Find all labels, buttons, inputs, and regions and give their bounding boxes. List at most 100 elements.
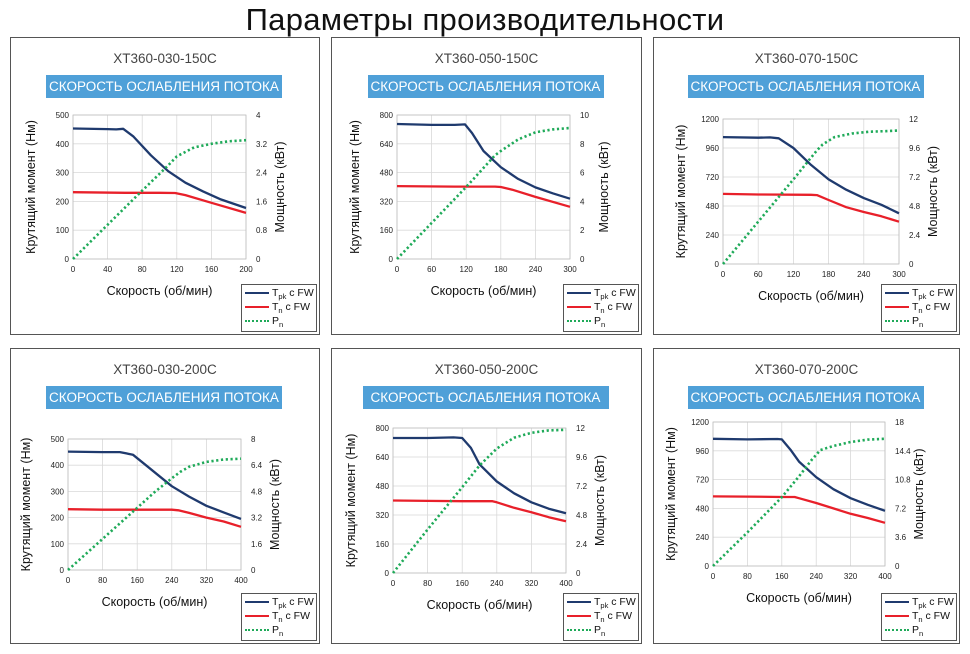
legend-symbol: P (912, 315, 920, 327)
x-tick-label: 320 (200, 576, 214, 585)
x-tick-label: 0 (711, 572, 716, 581)
legend-swatch (245, 292, 269, 295)
x-tick-label: 160 (775, 572, 789, 581)
y-axis-title: Крутящий момент (Нм) (19, 438, 33, 572)
series-line-tn (722, 192, 900, 223)
y2-tick-label: 3.6 (895, 533, 907, 542)
y-axis-title: Крутящий момент (Нм) (348, 120, 362, 254)
series-line-pn (391, 428, 567, 574)
chart-title: XT360-050-150C (434, 51, 539, 66)
legend-subscript: n (279, 629, 284, 639)
x-tick-label: 400 (234, 576, 248, 585)
legend-item-tpk: Tpk с FW (245, 595, 314, 611)
series-line-tpk (396, 122, 571, 200)
series-line-pn (67, 457, 242, 571)
y-tick-label: 1200 (691, 418, 709, 427)
legend-swatch (245, 306, 269, 309)
x-tick-label: 0 (395, 265, 400, 274)
y-tick-label: 320 (376, 511, 390, 520)
series-line-tn (396, 184, 571, 208)
legend-suffix: с FW (286, 596, 314, 608)
chart-legend: Tpk с FW Tn с FW Pn (881, 284, 957, 332)
y-tick-label: 0 (389, 255, 394, 264)
y-axis-title: Крутящий момент (Нм) (24, 120, 38, 254)
legend-suffix: с FW (608, 287, 636, 299)
legend-item-tpk: Tpk с FW (885, 286, 954, 301)
y-tick-label: 400 (51, 461, 65, 470)
x-tick-label: 320 (844, 572, 858, 581)
chart-panel: XT360-050-200C СКОРОСТЬ ОСЛАБЛЕНИЯ ПОТОКА… (331, 348, 642, 644)
chart-panel: XT360-070-150C СКОРОСТЬ ОСЛАБЛЕНИЯ ПОТОКА… (653, 37, 960, 335)
chart-title: XT360-070-150C (754, 51, 859, 66)
y-axis-title: Крутящий момент (Нм) (674, 125, 688, 259)
x-tick-label: 80 (743, 572, 752, 581)
legend-subscript: n (919, 629, 924, 639)
legend-swatch (245, 615, 269, 618)
legend-swatch (885, 615, 909, 618)
legend-symbol: P (272, 315, 280, 327)
legend-suffix: с FW (282, 301, 311, 313)
x-tick-label: 180 (494, 265, 508, 274)
y-tick-label: 0 (705, 562, 710, 571)
y2-tick-label: 2.4 (256, 169, 268, 178)
x-tick-label: 180 (822, 270, 836, 279)
legend-swatch (245, 629, 269, 632)
y-tick-label: 720 (706, 173, 720, 182)
x-tick-label: 60 (427, 265, 436, 274)
legend-subscript: n (278, 615, 283, 625)
legend-symbol: T (912, 610, 919, 622)
series-line-tn (67, 508, 242, 528)
legend-symbol: T (912, 301, 919, 313)
y2-tick-label: 0 (251, 566, 256, 575)
plot-frame (72, 114, 247, 260)
y-tick-label: 240 (696, 533, 710, 542)
legend-subscript: pk (918, 601, 927, 611)
chart-panel: XT360-030-200C СКОРОСТЬ ОСЛАБЛЕНИЯ ПОТОКА… (10, 348, 320, 644)
y2-tick-label: 0 (580, 255, 585, 264)
y2-axis-title: Мощность (кВт) (273, 141, 287, 232)
legend-item-tn: Tn с FW (885, 609, 950, 624)
y2-tick-label: 14.4 (895, 447, 911, 456)
y2-tick-label: 4 (580, 197, 585, 206)
legend-suffix: с FW (282, 610, 311, 622)
y-tick-label: 800 (376, 424, 390, 433)
chart-legend: Tpk с FW Tn с FW Pn (563, 284, 639, 332)
chart-legend: Tpk с FW Tn с FW Pn (241, 593, 317, 641)
legend-item-pn: Pn (885, 623, 924, 639)
plot-frame (67, 438, 242, 571)
y-tick-label: 640 (376, 453, 390, 462)
legend-suffix: с FW (922, 301, 951, 313)
y2-tick-label: 6 (580, 169, 585, 178)
x-tick-label: 120 (170, 265, 184, 274)
legend-symbol: T (272, 287, 279, 299)
legend-symbol: T (912, 287, 919, 299)
y-tick-label: 1200 (701, 115, 719, 124)
y-tick-label: 200 (51, 514, 65, 523)
y2-tick-label: 4 (256, 111, 261, 120)
series-line-tpk (67, 450, 242, 520)
y2-axis-title: Мощность (кВт) (593, 455, 607, 546)
x-tick-label: 0 (71, 265, 76, 274)
y-tick-label: 100 (56, 226, 70, 235)
y-tick-label: 240 (706, 231, 720, 240)
y-tick-label: 960 (706, 144, 720, 153)
series-line-pn (72, 138, 247, 260)
legend-symbol: T (272, 610, 279, 622)
series-line-tpk (712, 437, 886, 512)
y-tick-label: 0 (60, 566, 65, 575)
y2-tick-label: 10 (580, 111, 589, 120)
y2-tick-label: 7.2 (909, 173, 921, 182)
legend-symbol: P (594, 315, 602, 327)
y2-tick-label: 0 (576, 569, 581, 578)
x-tick-label: 320 (525, 579, 539, 588)
legend-swatch (245, 320, 269, 323)
y-tick-label: 640 (380, 140, 394, 149)
x-tick-label: 120 (787, 270, 801, 279)
y-axis-title: Крутящий момент (Нм) (664, 427, 678, 561)
legend-item-pn: Pn (245, 623, 284, 639)
legend-subscript: pk (278, 601, 287, 611)
x-tick-label: 300 (563, 265, 577, 274)
legend-item-pn: Pn (567, 314, 605, 329)
